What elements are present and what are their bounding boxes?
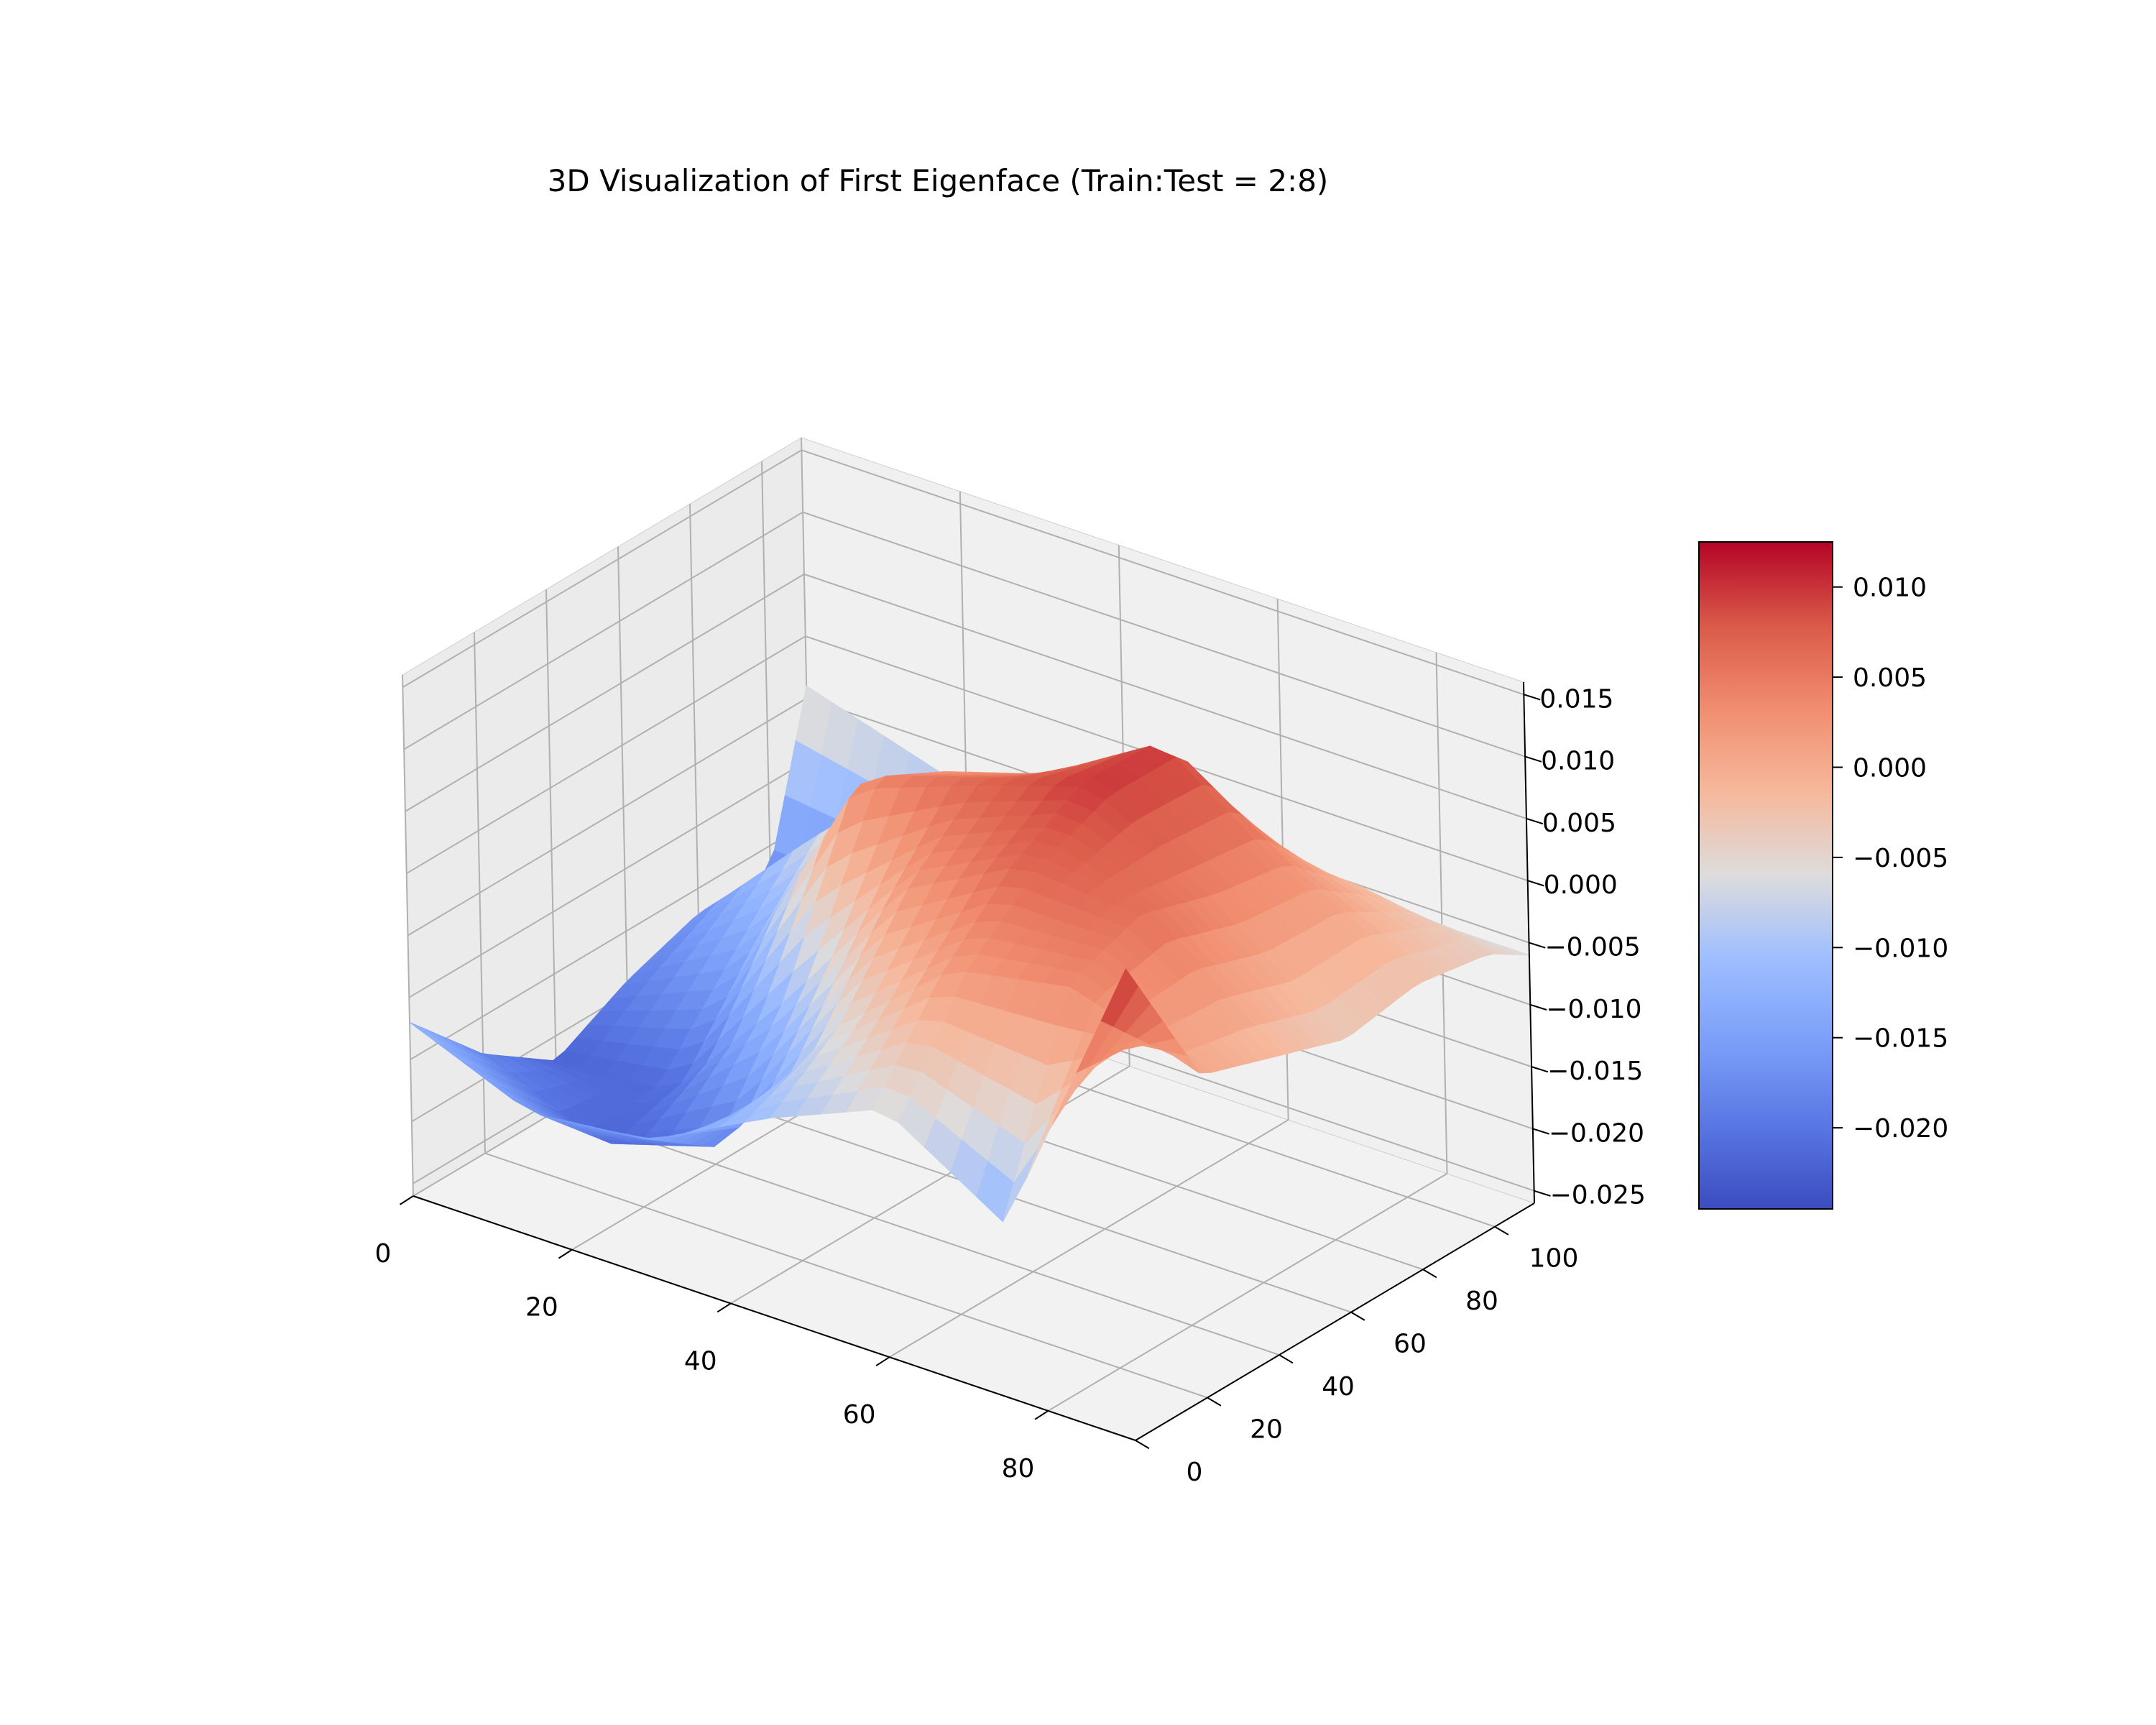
z-gridline <box>410 822 810 1060</box>
z-tick-label: −0.020 <box>1549 1118 1644 1148</box>
colorbar-tick-label: −0.020 <box>1853 1114 1948 1144</box>
z-gridline <box>407 697 808 937</box>
surface-plot <box>409 685 1530 1223</box>
y-tick-mark <box>1350 1311 1365 1321</box>
z-gridline <box>403 511 803 750</box>
chart-title: 3D Visualization of First Eigenface (Tra… <box>548 163 1329 198</box>
y-gridline <box>484 1152 1208 1399</box>
colorbar-tick-label: 0.010 <box>1853 574 1927 603</box>
z-axis-ticks: −0.025 −0.020 −0.015 −0.010 −0.005 0.000 0.005… <box>1524 684 1646 1210</box>
z-tick-label: −0.025 <box>1550 1181 1646 1210</box>
x-tick-label: 80 <box>1002 1454 1035 1484</box>
colorbar-gradient <box>1698 541 1833 1210</box>
x-tick-label: 20 <box>525 1293 558 1322</box>
z-tick-mark <box>1534 1190 1551 1197</box>
z-tick-mark <box>1527 880 1544 887</box>
z-tick-label: −0.010 <box>1546 995 1641 1024</box>
x-tick-mark <box>875 1356 890 1366</box>
x-tick-mark <box>399 1195 414 1205</box>
z-gridline <box>803 573 1527 819</box>
z-tick-mark <box>1529 942 1546 949</box>
z-tick-mark <box>1524 694 1541 701</box>
x-axis-line <box>413 1195 1136 1441</box>
z-tick-label: 0.010 <box>1541 747 1615 776</box>
x-gridline <box>889 1119 1289 1358</box>
y-tick-label: 60 <box>1393 1330 1427 1359</box>
x-gridline <box>1048 1173 1448 1412</box>
x-tick-label: 60 <box>843 1400 876 1430</box>
x-tick-mark <box>717 1302 732 1313</box>
y-tick-mark <box>1494 1225 1509 1236</box>
colorbar-tick-label: 0.005 <box>1853 663 1927 693</box>
z-gridline <box>406 635 806 875</box>
y-gridline <box>556 1110 1280 1356</box>
z-tick-label: 0.005 <box>1542 809 1616 838</box>
colorbar: −0.020 −0.015 −0.010 −0.005 0.000 0.005 0.010 <box>1698 541 1948 1210</box>
x-axis-ticks: 0 20 40 60 80 <box>375 1195 1049 1484</box>
x-tick-label: 0 <box>375 1239 392 1269</box>
z-gridline <box>801 449 1524 696</box>
z-tick-label: −0.015 <box>1547 1057 1643 1086</box>
y-tick-mark <box>1422 1269 1437 1279</box>
colorbar-tick-label: 0.000 <box>1853 754 1927 783</box>
colorbar-ticks: −0.020 −0.015 −0.010 −0.005 0.000 0.005 0.010 <box>1833 574 1948 1144</box>
y-tick-mark <box>1135 1440 1150 1450</box>
z-gridline <box>408 759 808 998</box>
z-gridline <box>802 511 1526 758</box>
x-tick-mark <box>1034 1410 1049 1420</box>
colorbar-tick-label: −0.010 <box>1853 934 1948 963</box>
y-axis-line <box>1135 1202 1535 1441</box>
y-tick-mark <box>1279 1354 1294 1364</box>
z-tick-mark <box>1531 1066 1549 1073</box>
y-tick-label: 0 <box>1187 1458 1203 1487</box>
z-tick-mark <box>1529 1003 1547 1011</box>
z-tick-mark <box>1526 817 1544 825</box>
z-tick-label: 0.000 <box>1544 870 1618 900</box>
x-tick-mark <box>558 1248 573 1259</box>
z-gridline <box>402 449 802 689</box>
z-tick-mark <box>1532 1128 1549 1135</box>
z-tick-label: 0.015 <box>1539 684 1613 714</box>
z-tick-mark <box>1524 755 1542 763</box>
x-tick-label: 40 <box>684 1346 717 1376</box>
z-gridline <box>405 574 805 812</box>
colorbar-tick-label: −0.015 <box>1853 1024 1948 1054</box>
y-tick-label: 40 <box>1322 1372 1355 1402</box>
colorbar-tick-label: −0.005 <box>1853 844 1948 873</box>
y-tick-label: 100 <box>1529 1244 1579 1274</box>
y-tick-label: 20 <box>1250 1415 1283 1445</box>
y-tick-mark <box>1207 1397 1222 1407</box>
surface-facet <box>1100 968 1139 1027</box>
y-tick-label: 80 <box>1465 1287 1498 1316</box>
y-axis-ticks: 0 20 40 60 80 100 <box>1135 1225 1579 1487</box>
z-tick-label: −0.005 <box>1545 933 1641 962</box>
